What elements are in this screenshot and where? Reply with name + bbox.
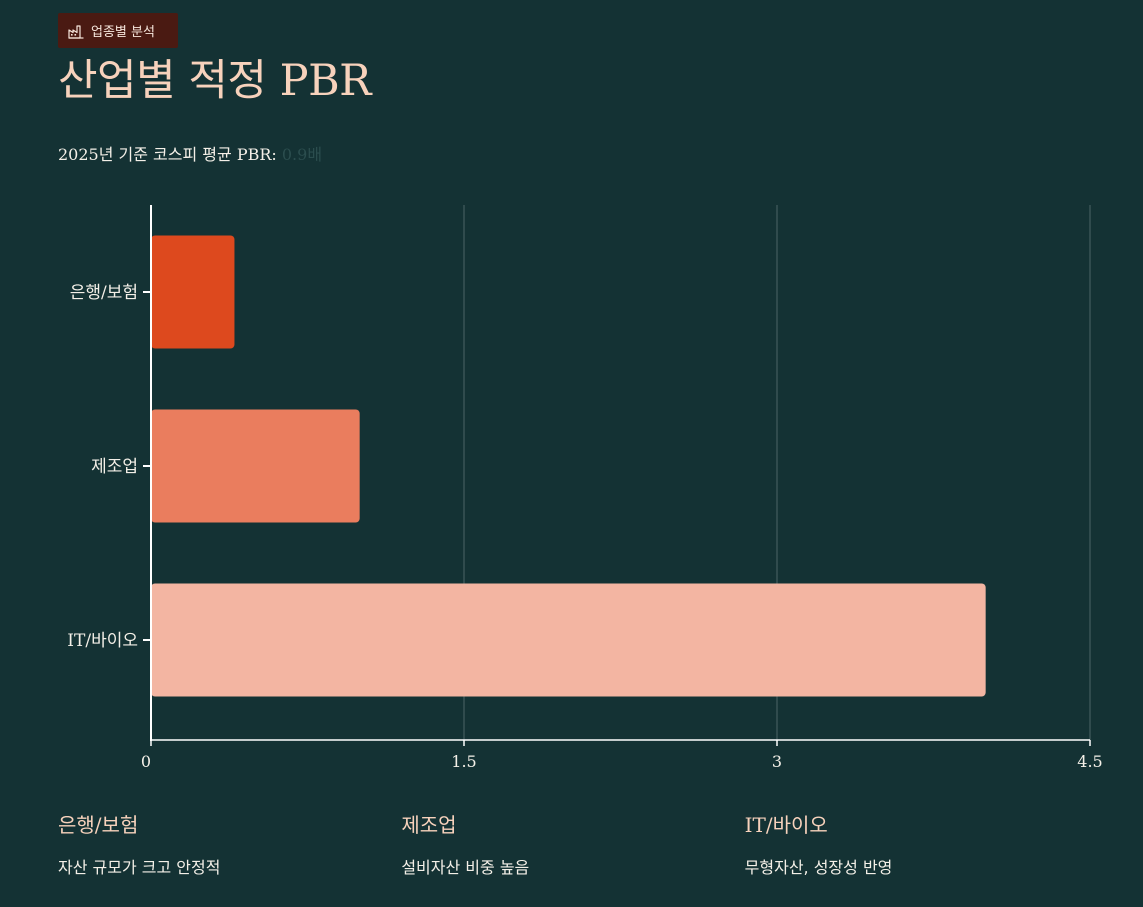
average-pbr-value: 0.9배 — [281, 145, 323, 164]
bar — [151, 409, 360, 523]
x-tick-label: 1.5 — [451, 752, 476, 771]
subtitle: 2025년 기준 코스피 평균 PBR: 0.9배 — [58, 143, 322, 167]
x-tick-label: 4.5 — [1077, 752, 1102, 771]
note-title: IT/바이오 — [744, 813, 828, 837]
y-tick-label: 은행/보험 — [70, 283, 138, 303]
x-tick-label: 3 — [772, 752, 782, 771]
note-title: 제조업 — [401, 813, 457, 837]
x-tick-label: 0 — [141, 752, 151, 771]
bar — [151, 583, 986, 697]
note-description: 자산 규모가 크고 안정적 — [58, 858, 221, 877]
category-badge: 업종별 분석 — [58, 13, 178, 48]
industry-notes: 은행/보험 자산 규모가 크고 안정적 제조업 설비자산 비중 높음 IT/바이… — [58, 808, 1088, 880]
note-it-bio: IT/바이오 무형자산, 성장성 반영 — [745, 808, 1088, 880]
note-title: 은행/보험 — [58, 813, 139, 837]
note-description: 설비자산 비중 높음 — [401, 858, 530, 877]
factory-icon — [68, 23, 84, 39]
y-tick-label: 제조업 — [91, 457, 138, 477]
category-badge-label: 업종별 분석 — [91, 25, 155, 40]
y-tick-label: IT/바이오 — [67, 631, 138, 651]
note-manufacturing: 제조업 설비자산 비중 높음 — [401, 808, 744, 880]
page-title: 산업별 적정 PBR — [58, 56, 372, 106]
subtitle-prefix: 2025년 기준 코스피 평균 PBR: — [58, 145, 282, 164]
note-description: 무형자산, 성장성 반영 — [744, 858, 893, 877]
bar — [151, 235, 235, 349]
note-banking: 은행/보험 자산 규모가 크고 안정적 — [58, 808, 401, 880]
